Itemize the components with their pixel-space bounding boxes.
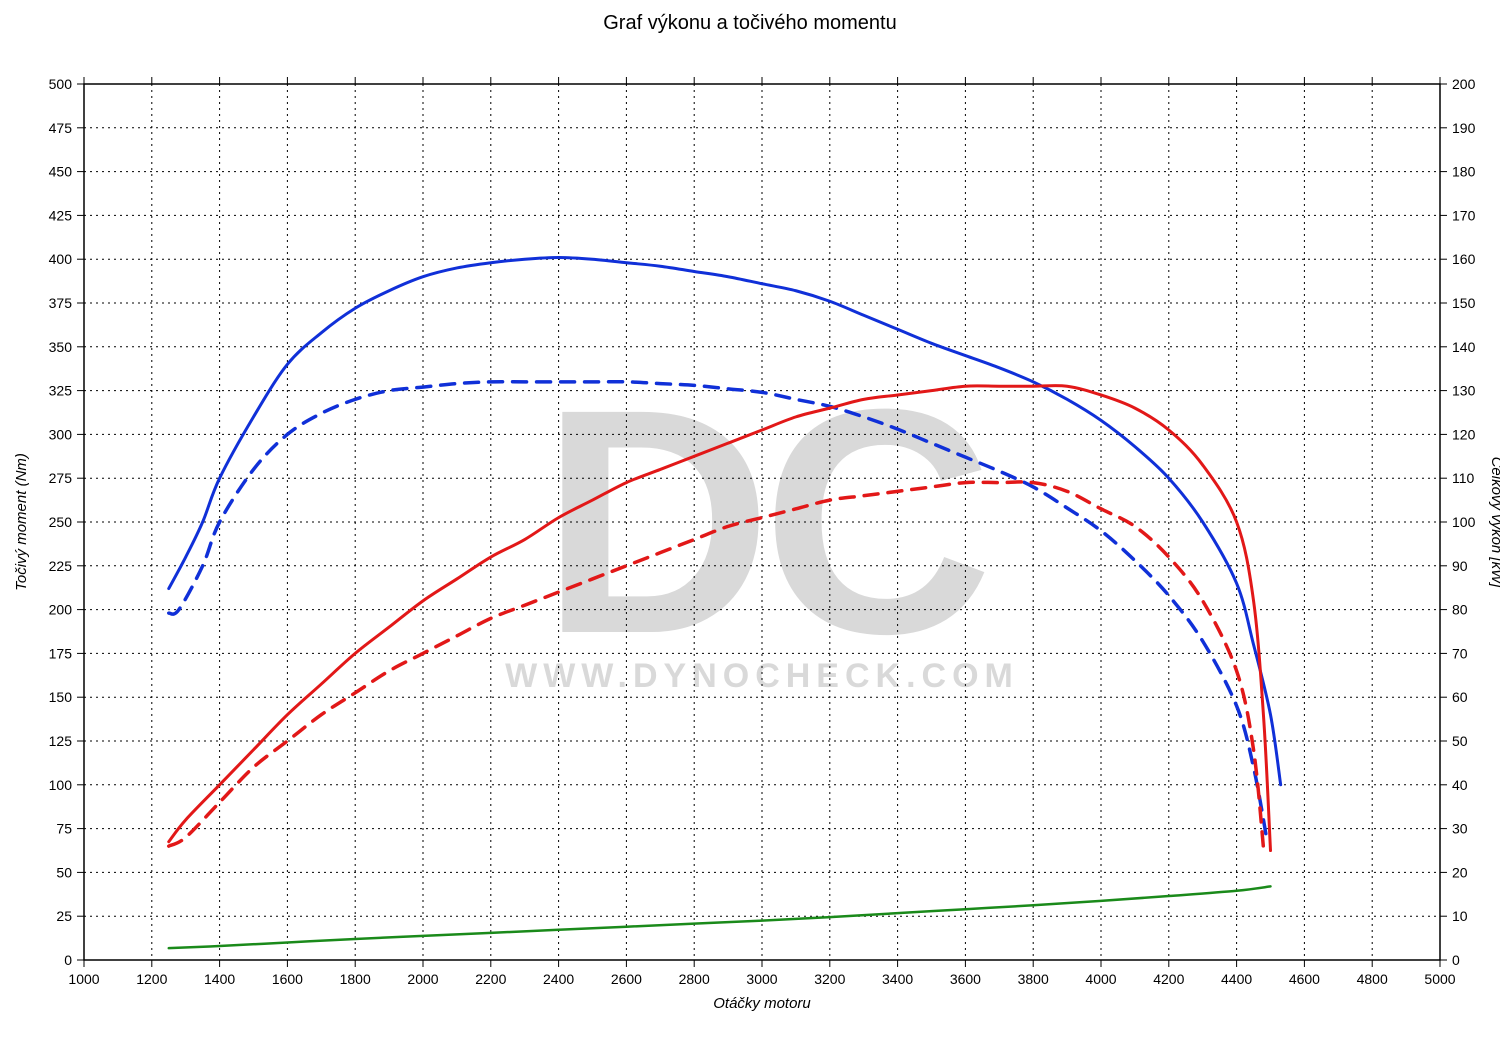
- svg-text:4000: 4000: [1085, 971, 1116, 987]
- svg-text:25: 25: [56, 908, 72, 924]
- svg-text:1600: 1600: [272, 971, 303, 987]
- svg-text:2000: 2000: [407, 971, 438, 987]
- svg-text:4800: 4800: [1357, 971, 1388, 987]
- svg-text:2200: 2200: [475, 971, 506, 987]
- svg-text:0: 0: [1452, 952, 1460, 968]
- svg-text:200: 200: [1452, 76, 1476, 92]
- svg-text:20: 20: [1452, 864, 1468, 880]
- svg-text:4200: 4200: [1153, 971, 1184, 987]
- svg-text:WWW.DYNOCHECK.COM: WWW.DYNOCHECK.COM: [505, 657, 1019, 695]
- svg-text:275: 275: [49, 470, 73, 486]
- svg-text:160: 160: [1452, 251, 1476, 267]
- svg-text:125: 125: [49, 733, 73, 749]
- svg-text:130: 130: [1452, 383, 1476, 399]
- svg-text:5000: 5000: [1424, 971, 1455, 987]
- svg-text:225: 225: [49, 558, 73, 574]
- svg-text:2400: 2400: [543, 971, 574, 987]
- svg-text:3200: 3200: [814, 971, 845, 987]
- svg-text:170: 170: [1452, 207, 1476, 223]
- svg-text:350: 350: [49, 339, 73, 355]
- svg-text:10: 10: [1452, 908, 1468, 924]
- svg-text:70: 70: [1452, 645, 1468, 661]
- chart-container: Graf výkonu a točivého momentu DCWWW.DYN…: [0, 0, 1500, 1041]
- svg-text:120: 120: [1452, 426, 1476, 442]
- svg-text:1000: 1000: [68, 971, 99, 987]
- y-axis-right-label: Celkový výkon [kW]: [1488, 457, 1500, 589]
- svg-text:4400: 4400: [1221, 971, 1252, 987]
- svg-text:3800: 3800: [1018, 971, 1049, 987]
- svg-text:200: 200: [49, 602, 73, 618]
- svg-text:30: 30: [1452, 821, 1468, 837]
- chart-svg: DCWWW.DYNOCHECK.COM100012001400160018002…: [0, 0, 1500, 1041]
- svg-text:1400: 1400: [204, 971, 235, 987]
- svg-text:425: 425: [49, 207, 73, 223]
- svg-text:110: 110: [1452, 470, 1475, 486]
- svg-text:500: 500: [49, 76, 73, 92]
- svg-text:3400: 3400: [882, 971, 913, 987]
- svg-text:375: 375: [49, 295, 73, 311]
- svg-text:100: 100: [1452, 514, 1476, 530]
- svg-text:2800: 2800: [679, 971, 710, 987]
- svg-text:1200: 1200: [136, 971, 167, 987]
- svg-text:190: 190: [1452, 120, 1476, 136]
- svg-text:150: 150: [49, 689, 73, 705]
- svg-text:325: 325: [49, 383, 73, 399]
- svg-text:90: 90: [1452, 558, 1468, 574]
- svg-text:3000: 3000: [746, 971, 777, 987]
- svg-text:140: 140: [1452, 339, 1476, 355]
- svg-text:60: 60: [1452, 689, 1468, 705]
- svg-text:180: 180: [1452, 164, 1476, 180]
- svg-text:50: 50: [1452, 733, 1468, 749]
- svg-text:1800: 1800: [340, 971, 371, 987]
- svg-text:40: 40: [1452, 777, 1468, 793]
- svg-text:3600: 3600: [950, 971, 981, 987]
- svg-text:400: 400: [49, 251, 73, 267]
- svg-text:300: 300: [49, 426, 73, 442]
- x-axis-label: Otáčky motoru: [713, 995, 811, 1012]
- svg-text:80: 80: [1452, 602, 1468, 618]
- svg-text:250: 250: [49, 514, 73, 530]
- svg-text:2600: 2600: [611, 971, 642, 987]
- svg-text:75: 75: [56, 821, 72, 837]
- chart-title: Graf výkonu a točivého momentu: [0, 12, 1500, 35]
- svg-text:100: 100: [49, 777, 73, 793]
- svg-text:150: 150: [1452, 295, 1476, 311]
- svg-text:175: 175: [49, 645, 73, 661]
- svg-text:4600: 4600: [1289, 971, 1320, 987]
- svg-text:0: 0: [64, 952, 72, 968]
- y-axis-left-label: Točivý moment (Nm): [13, 453, 30, 591]
- svg-text:475: 475: [49, 120, 73, 136]
- svg-text:DC: DC: [541, 342, 987, 700]
- svg-text:450: 450: [49, 164, 73, 180]
- svg-text:50: 50: [56, 864, 72, 880]
